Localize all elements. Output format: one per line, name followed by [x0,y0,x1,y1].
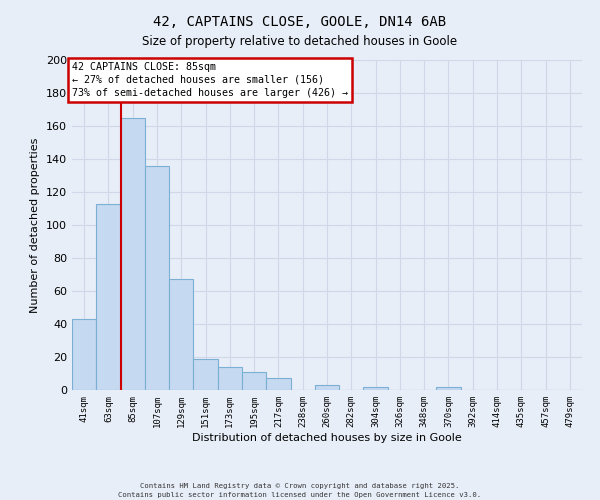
Bar [72,319,96,390]
Bar [145,166,169,390]
Bar [169,280,193,390]
Bar [364,386,388,390]
Text: 42, CAPTAINS CLOSE, GOOLE, DN14 6AB: 42, CAPTAINS CLOSE, GOOLE, DN14 6AB [154,15,446,29]
Bar [121,118,145,390]
Text: 42 CAPTAINS CLOSE: 85sqm
← 27% of detached houses are smaller (156)
73% of semi-: 42 CAPTAINS CLOSE: 85sqm ← 27% of detach… [73,62,349,98]
Bar [266,378,290,390]
Bar [218,367,242,390]
X-axis label: Distribution of detached houses by size in Goole: Distribution of detached houses by size … [192,432,462,442]
Bar [315,385,339,390]
Y-axis label: Number of detached properties: Number of detached properties [31,138,40,312]
Bar [96,204,121,390]
Bar [242,372,266,390]
Bar [193,358,218,390]
Bar [436,386,461,390]
Text: Size of property relative to detached houses in Goole: Size of property relative to detached ho… [142,35,458,48]
Text: Contains HM Land Registry data © Crown copyright and database right 2025.
Contai: Contains HM Land Registry data © Crown c… [118,483,482,498]
